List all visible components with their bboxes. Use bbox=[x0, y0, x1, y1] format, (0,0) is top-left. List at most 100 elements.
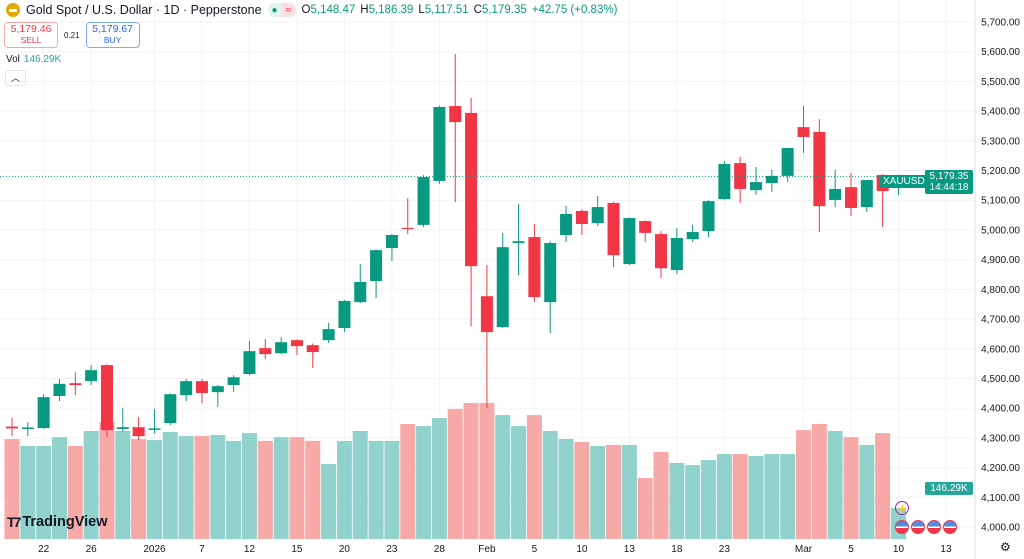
candle-body bbox=[211, 386, 224, 393]
volume-bar bbox=[875, 433, 891, 539]
tv-mark-icon: T7 bbox=[7, 514, 21, 530]
time-tick-label: Mar bbox=[795, 544, 813, 555]
candle-body bbox=[385, 234, 398, 249]
candle-body bbox=[607, 202, 620, 256]
price-tick-label: 5,600.00 bbox=[981, 47, 1020, 58]
price-tick-label: 5,700.00 bbox=[981, 18, 1020, 29]
candle-body bbox=[37, 397, 50, 429]
us-flag-event-icon[interactable] bbox=[911, 520, 925, 534]
volume-bar bbox=[558, 439, 574, 539]
buy-price: 5,179.67 bbox=[92, 23, 134, 35]
candle-body bbox=[370, 250, 383, 282]
dot-icon: ● bbox=[267, 3, 282, 17]
candle-body bbox=[132, 427, 145, 437]
volume-bar bbox=[669, 462, 685, 539]
time-tick-label: 23 bbox=[719, 544, 731, 555]
candle-body bbox=[338, 300, 351, 328]
volume-bar bbox=[827, 430, 843, 539]
candle-body bbox=[670, 237, 683, 271]
volume-bar bbox=[685, 465, 701, 539]
volume-value: 146.29K bbox=[23, 54, 62, 65]
volume-bar bbox=[621, 444, 637, 539]
volume-bar bbox=[416, 426, 432, 539]
settings-gear-icon[interactable]: ⚙ bbox=[1000, 540, 1011, 554]
chart-legend: Gold Spot / U.S. Dollar · 1D · Peppersto… bbox=[6, 3, 617, 17]
volume-bar bbox=[811, 423, 827, 539]
volume-bars bbox=[4, 403, 906, 539]
candle-body bbox=[417, 177, 430, 225]
change-value: +42.75 (+0.83%) bbox=[531, 4, 618, 16]
time-tick-label: 7 bbox=[199, 544, 205, 555]
price-tick-label: 4,100.00 bbox=[981, 493, 1020, 504]
volume-bar bbox=[273, 437, 289, 539]
volume-bar bbox=[368, 440, 384, 539]
candle-body bbox=[639, 221, 652, 233]
time-tick-label: 23 bbox=[386, 544, 398, 555]
price-tick-label: 4,200.00 bbox=[981, 463, 1020, 474]
volume-bar bbox=[511, 426, 527, 539]
time-tick-label: 18 bbox=[671, 544, 683, 555]
volume-bar bbox=[859, 444, 875, 539]
symbol-title[interactable]: Gold Spot / U.S. Dollar · 1D · Peppersto… bbox=[26, 3, 262, 17]
volume-bar bbox=[336, 440, 352, 539]
candle-body bbox=[354, 281, 367, 303]
time-tick-label: 5 bbox=[848, 544, 854, 555]
lightning-event-icon[interactable]: ⚡ bbox=[895, 501, 909, 515]
volume-bar bbox=[495, 415, 511, 539]
sell-button[interactable]: 5,179.46 SELL bbox=[4, 22, 58, 48]
volume-legend[interactable]: Vol 146.29K bbox=[6, 54, 62, 65]
volume-bar bbox=[20, 446, 36, 539]
spread-value: 0.21 bbox=[64, 30, 80, 40]
candle-body bbox=[401, 227, 414, 230]
candle-body bbox=[765, 175, 778, 184]
candle-body bbox=[860, 180, 873, 208]
candle-body bbox=[148, 428, 161, 430]
chevron-up-icon[interactable]: ︿ bbox=[5, 70, 26, 86]
candle-body bbox=[797, 127, 810, 137]
us-flag-event-icon[interactable] bbox=[943, 520, 957, 534]
volume-bar bbox=[321, 464, 337, 539]
volume-bar bbox=[748, 455, 764, 539]
price-tick-label: 5,500.00 bbox=[981, 77, 1020, 88]
volume-bar bbox=[384, 440, 400, 539]
candle-body bbox=[702, 201, 715, 232]
sell-label: SELL bbox=[20, 35, 42, 45]
volume-bar bbox=[146, 440, 162, 539]
candle-body bbox=[100, 365, 113, 431]
volume-bar bbox=[780, 454, 796, 539]
candle-body bbox=[575, 210, 588, 224]
candle-body bbox=[623, 218, 636, 265]
candle-body bbox=[433, 106, 446, 181]
time-tick-label: 10 bbox=[576, 544, 588, 555]
candle-body bbox=[6, 426, 18, 429]
candle-body bbox=[734, 163, 747, 189]
buy-button[interactable]: 5,179.67 BUY bbox=[85, 22, 140, 48]
candle-body bbox=[829, 188, 842, 200]
candle-body bbox=[227, 377, 240, 386]
candle-body bbox=[306, 345, 319, 353]
volume-bar bbox=[606, 444, 622, 539]
candle-body bbox=[560, 213, 573, 235]
candle-body bbox=[844, 187, 857, 208]
price-tick-label: 4,400.00 bbox=[981, 404, 1020, 415]
candle-body bbox=[195, 381, 208, 394]
tradingview-logo[interactable]: T7 TradingView bbox=[7, 514, 108, 530]
time-tick-label: 5 bbox=[532, 544, 538, 555]
open-value: 5,148.47 bbox=[310, 4, 356, 16]
candle-body bbox=[480, 296, 493, 333]
market-status[interactable]: ● ≈ bbox=[267, 3, 296, 17]
sell-price: 5,179.46 bbox=[10, 23, 52, 35]
candle-body bbox=[322, 329, 335, 341]
price-tick-label: 4,500.00 bbox=[981, 374, 1020, 385]
volume-bar bbox=[843, 437, 859, 539]
price-tick-label: 4,700.00 bbox=[981, 315, 1020, 326]
volume-bar bbox=[479, 403, 495, 539]
last-price-tag: 5,179.35 14:44:18 bbox=[925, 170, 973, 194]
us-flag-event-icon[interactable] bbox=[927, 520, 941, 534]
time-tick-label: 10 bbox=[893, 544, 905, 555]
us-flag-event-icon[interactable] bbox=[895, 520, 909, 534]
price-tick-label: 5,000.00 bbox=[981, 225, 1020, 236]
candle-body bbox=[449, 106, 462, 123]
volume-bar bbox=[241, 433, 257, 539]
